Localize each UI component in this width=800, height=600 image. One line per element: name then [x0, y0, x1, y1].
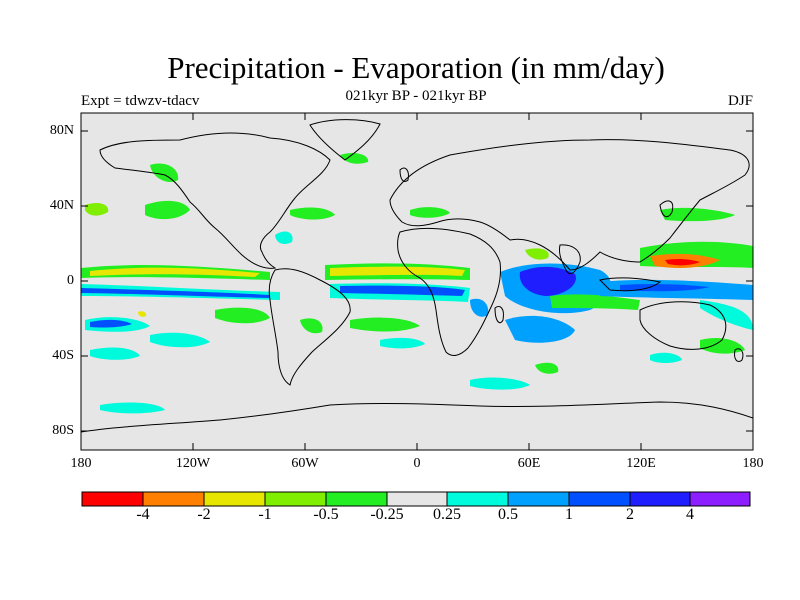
colorbar-box: [203, 491, 266, 507]
japan-outline: [659, 200, 674, 218]
med-green: [410, 207, 450, 218]
lat-label: 0: [67, 273, 74, 288]
colorbar-box: [689, 491, 751, 507]
africa-east-blue: [470, 298, 489, 317]
colorbar: [81, 491, 751, 507]
antarctica-outline: [81, 401, 753, 433]
tasman-cyan: [650, 352, 682, 364]
australia-outline: [639, 301, 727, 350]
africa-outline: [397, 227, 501, 356]
axis-ticks: [81, 113, 753, 450]
sind-cyan: [470, 377, 530, 390]
colorbar-label: -0.5: [313, 506, 339, 523]
colorbar-box: [142, 491, 205, 507]
wpac-red: [665, 258, 700, 266]
colorbar-box: [81, 491, 144, 507]
north-america-outline: [99, 132, 331, 269]
colorbar-box: [629, 491, 691, 507]
natl-cyan: [275, 231, 293, 244]
colorbar-label: -2: [197, 506, 211, 523]
greenland-green: [340, 152, 369, 164]
lon-label: 60E: [517, 456, 541, 471]
indonesia-outline: [598, 277, 662, 292]
lat-label: 80S: [52, 423, 74, 438]
aus-south-green: [700, 338, 745, 354]
lon-label: 180: [70, 456, 92, 471]
colorbar-label: -4: [136, 506, 150, 523]
lat-label: 40N: [49, 198, 74, 213]
colorbar-label: 1: [565, 506, 573, 523]
lon-label: 60W: [291, 456, 319, 471]
precip-field: [81, 152, 753, 414]
uk-outline: [399, 167, 409, 183]
season-label: DJF: [727, 93, 753, 109]
south-america-green: [300, 318, 323, 334]
npac-alaska-green: [150, 163, 179, 183]
new-zealand-outline: [734, 348, 744, 363]
map-subtitle: 021kyr BP - 021kyr BP: [345, 88, 487, 104]
colorbar-label: 0.25: [433, 506, 461, 523]
colorbar-box: [325, 491, 388, 507]
yellow-band-pacific: [90, 267, 260, 277]
madagascar-outline: [494, 306, 504, 324]
colorbar-label: 2: [626, 506, 634, 523]
japan-green: [660, 207, 735, 222]
sind-green: [535, 362, 559, 374]
lon-label: 120E: [626, 456, 656, 471]
eurasia-outline: [389, 139, 750, 271]
yellow-band-atlantic: [330, 266, 465, 276]
blue-band-pacific: [81, 288, 270, 298]
arabian-green: [525, 248, 549, 260]
lat-label: 40S: [52, 348, 74, 363]
satl-cyan: [380, 337, 425, 349]
experiment-label: Expt = tdwzv-tdacv: [81, 93, 200, 109]
blue-band-atlantic: [340, 285, 465, 296]
greenland-outline: [309, 119, 381, 161]
lon-label: 0: [413, 456, 421, 471]
colorbar-box: [386, 491, 448, 507]
satl-green: [350, 317, 420, 332]
indian-ocean-deep: [519, 266, 576, 296]
lon-label: 180: [742, 456, 764, 471]
colorbar-label: 0.5: [498, 506, 518, 523]
spac-cyan-3: [90, 347, 140, 360]
colorbar-box: [568, 491, 631, 507]
lat-label: 80N: [49, 123, 74, 138]
spac-green: [215, 307, 270, 324]
south-america-outline: [268, 268, 351, 386]
lon-label: 120W: [175, 456, 211, 471]
spac-blue-1: [90, 319, 132, 328]
npac-green-1: [145, 200, 190, 220]
coastlines: [81, 119, 753, 433]
colorbar-label: 4: [686, 506, 694, 523]
colorbar-label: -0.25: [370, 506, 404, 523]
indian-ocean-south: [505, 315, 575, 343]
india-outline: [559, 244, 581, 275]
npac-green-2: [85, 202, 109, 216]
colorbar-box: [446, 491, 509, 507]
spac-cyan-2: [150, 332, 210, 348]
natl-green: [290, 207, 335, 220]
colorbar-box: [507, 491, 570, 507]
southern-cyan: [100, 402, 165, 414]
spcz-cyan: [700, 300, 753, 330]
colorbar-label: -1: [258, 506, 272, 523]
indian-ocean-green: [550, 294, 640, 310]
yellow-spot: [138, 311, 147, 317]
map-title: Precipitation - Evaporation (in mm/day): [167, 50, 665, 85]
colorbar-box: [264, 491, 327, 507]
